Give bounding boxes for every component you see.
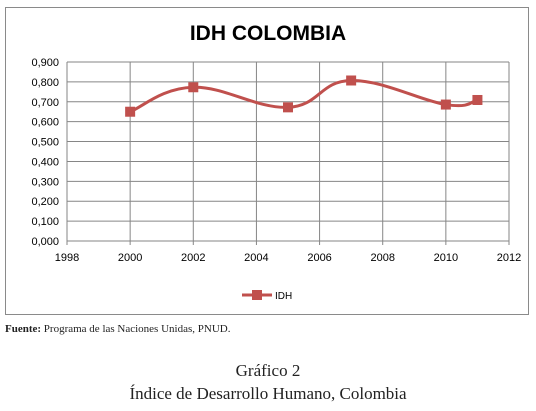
chart-title: IDH COLOMBIA <box>190 22 346 45</box>
x-tick-label: 2000 <box>118 252 142 264</box>
figure-caption: Índice de Desarrollo Humano, Colombia <box>129 384 407 403</box>
y-tick-label: 0,700 <box>31 97 59 109</box>
data-point-marker <box>346 75 357 86</box>
y-tick-label: 0,500 <box>31 137 59 149</box>
data-point-marker <box>472 94 483 105</box>
y-tick-label: 0,100 <box>31 216 59 228</box>
x-tick-label: 2010 <box>434 252 458 264</box>
grid-layer <box>66 61 510 245</box>
series-line-idh <box>128 78 479 114</box>
x-tick-label: 2002 <box>181 252 205 264</box>
data-point-marker <box>188 82 199 93</box>
marker-layer <box>125 75 483 117</box>
idh-chart: IDH COLOMBIA 0,0000,1000,2000,3000,4000,… <box>31 22 521 302</box>
y-tick-label: 0,200 <box>31 196 59 208</box>
data-point-marker <box>283 102 293 113</box>
series-layer <box>128 78 479 114</box>
x-tick-label: 2012 <box>497 252 521 264</box>
y-tick-label: 0,400 <box>31 156 59 168</box>
y-tick-label: 0,800 <box>31 77 59 89</box>
source-label: Fuente: <box>5 323 42 335</box>
legend: IDH <box>242 290 292 302</box>
y-tick-label: 0,600 <box>31 117 59 129</box>
x-tick-label: 2004 <box>244 252 268 264</box>
y-tick-label: 0,900 <box>31 57 59 69</box>
source-text: Programa de las Naciones Unidas, PNUD. <box>43 323 231 335</box>
tick-layer: 0,000 0,100 0,200 0,300 0,400 0,500 0,600 0,700… <box>31 57 521 264</box>
legend-marker <box>252 290 262 300</box>
source-note: Fuente: Programa de las Naciones Unidas,… <box>5 323 230 335</box>
data-point-marker <box>440 99 451 110</box>
y-tick-label: 0,300 <box>31 176 59 188</box>
y-tick-label: 0,000 <box>31 236 59 248</box>
figure-number: Gráfico 2 <box>235 361 301 380</box>
legend-label: IDH <box>275 291 292 302</box>
x-tick-label: 2006 <box>307 252 331 264</box>
data-point-marker <box>125 106 136 117</box>
x-tick-label: 2008 <box>370 252 394 264</box>
x-tick-label: 1998 <box>55 252 79 264</box>
